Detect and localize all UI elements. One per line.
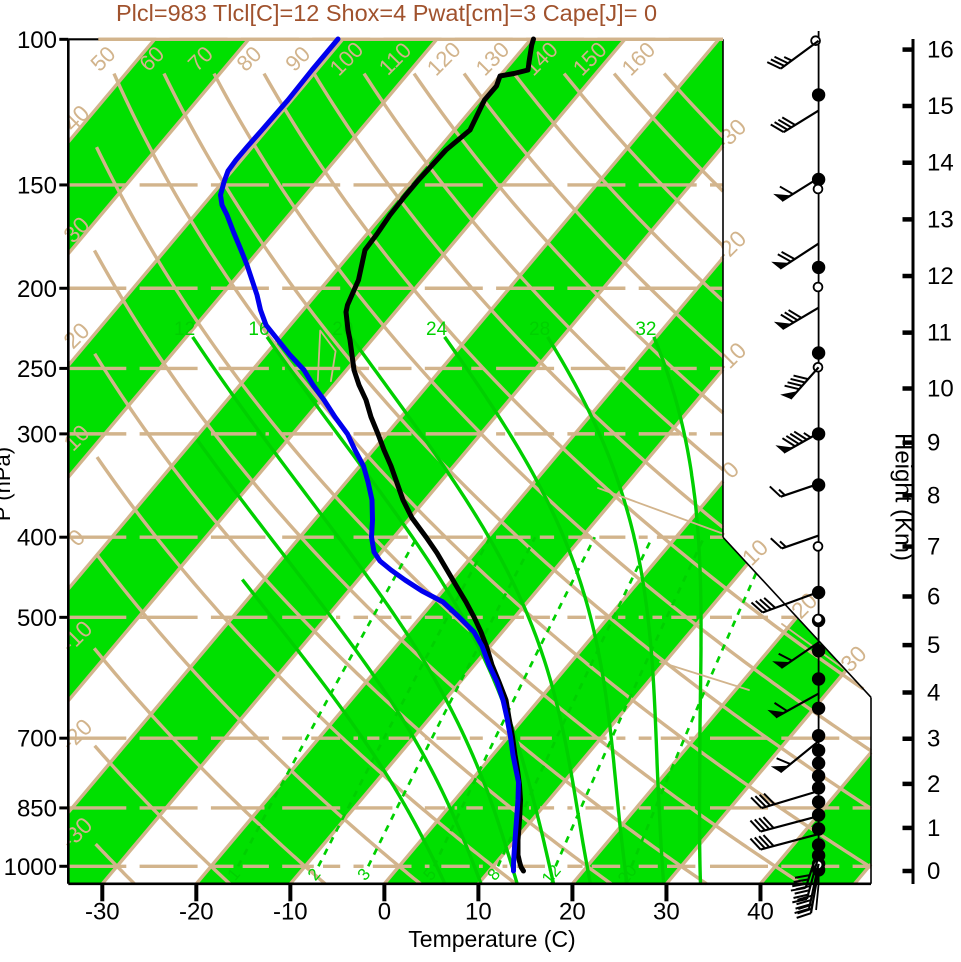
svg-text:7: 7 xyxy=(927,534,940,561)
svg-text:16: 16 xyxy=(927,37,954,64)
svg-text:5: 5 xyxy=(927,632,940,659)
svg-text:1000: 1000 xyxy=(4,854,57,881)
svg-text:15: 15 xyxy=(927,93,954,120)
svg-text:100: 100 xyxy=(17,27,57,54)
svg-text:9: 9 xyxy=(927,430,940,457)
svg-text:0: 0 xyxy=(378,899,391,926)
svg-text:-20: -20 xyxy=(179,899,214,926)
svg-text:3: 3 xyxy=(927,726,940,753)
svg-text:500: 500 xyxy=(17,605,57,632)
svg-text:6: 6 xyxy=(927,584,940,611)
svg-text:8: 8 xyxy=(927,482,940,509)
svg-text:14: 14 xyxy=(927,150,954,177)
svg-text:Height (Km): Height (Km) xyxy=(890,433,917,561)
svg-text:40: 40 xyxy=(747,899,774,926)
svg-text:30: 30 xyxy=(653,899,680,926)
svg-text:150: 150 xyxy=(17,172,57,199)
svg-text:12: 12 xyxy=(174,319,195,340)
svg-text:P (hPa): P (hPa) xyxy=(0,447,15,521)
svg-text:250: 250 xyxy=(17,356,57,383)
svg-text:700: 700 xyxy=(17,726,57,753)
svg-text:13: 13 xyxy=(927,206,954,233)
svg-text:0: 0 xyxy=(927,858,940,885)
svg-text:Plcl=983 Tlcl[C]=12 Shox=4 Pwa: Plcl=983 Tlcl[C]=12 Shox=4 Pwat[cm]=3 Ca… xyxy=(116,0,657,26)
svg-text:32: 32 xyxy=(635,319,656,340)
svg-text:2: 2 xyxy=(927,771,940,798)
svg-text:Temperature (C): Temperature (C) xyxy=(408,926,575,952)
svg-text:10: 10 xyxy=(927,376,954,403)
svg-text:-10: -10 xyxy=(273,899,308,926)
svg-text:11: 11 xyxy=(927,320,952,347)
svg-text:20: 20 xyxy=(559,899,586,926)
svg-text:24: 24 xyxy=(426,319,448,340)
svg-text:12: 12 xyxy=(927,263,954,290)
svg-text:1: 1 xyxy=(927,815,940,842)
svg-text:200: 200 xyxy=(17,276,57,303)
svg-text:400: 400 xyxy=(17,525,57,552)
svg-text:850: 850 xyxy=(17,795,57,822)
svg-text:4: 4 xyxy=(927,680,940,707)
svg-text:300: 300 xyxy=(17,421,57,448)
svg-text:28: 28 xyxy=(529,319,550,340)
svg-text:10: 10 xyxy=(465,899,492,926)
svg-text:-30: -30 xyxy=(85,899,120,926)
